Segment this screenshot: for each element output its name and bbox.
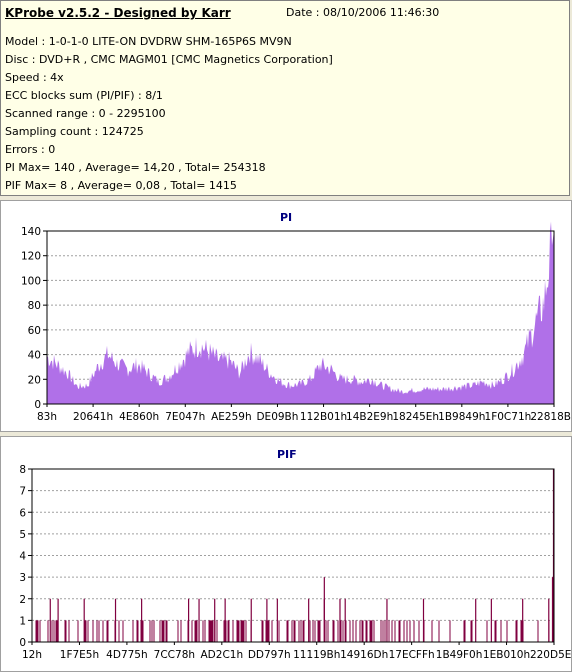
pi-y-tick-label: 120 — [21, 251, 41, 263]
disc-line: Disc : DVD+R , CMC MAGM01 [CMC Magnetics… — [5, 53, 333, 66]
pi-x-tick-label: 83h — [37, 411, 57, 423]
pif-x-tick-label: 17ECFFh — [389, 649, 435, 661]
pif-y-tick-label: 0 — [19, 637, 26, 649]
pi-y-tick-label: 60 — [28, 325, 41, 337]
pi-x-tick-label: 4E860h — [119, 411, 159, 423]
pi-x-tick-label: 1F0C71h — [485, 411, 532, 423]
ecc-line: ECC blocks sum (PI/PIF) : 8/1 — [5, 89, 163, 102]
info-panel: KProbe v2.5.2 - Designed by Karr Date : … — [0, 0, 570, 196]
pi-chart-title: PI — [280, 211, 293, 224]
pif-x-tick-label: 12h — [22, 649, 42, 661]
speed-line: Speed : 4x — [5, 71, 64, 84]
pif-x-tick-label: 7CC78h — [154, 649, 195, 661]
pif-y-tick-label: 5 — [19, 529, 26, 541]
pif-y-tick-label: 8 — [19, 464, 26, 476]
pif-x-tick-label: 11119Bh — [293, 649, 340, 661]
pif-x-tick-label: 1B49F0h — [436, 649, 483, 661]
pif-summary-line: PIF Max= 8 , Average= 0,08 , Total= 1415 — [5, 179, 237, 192]
pi-y-tick-label: 20 — [28, 374, 41, 386]
pi-x-tick-label: 14B2E9h — [346, 411, 393, 423]
app-title: KProbe v2.5.2 - Designed by Karr — [5, 6, 231, 20]
pi-x-tick-label: 20641h — [73, 411, 113, 423]
pif-plot-frame — [31, 468, 555, 643]
pif-y-tick-label: 6 — [19, 507, 26, 519]
pi-x-tick-label: AE259h — [211, 411, 252, 423]
model-line: Model : 1-0-1-0 LITE-ON DVDRW SHM-165P6S… — [5, 35, 292, 48]
pif-y-tick-label: 1 — [19, 615, 26, 627]
pif-chart-title: PIF — [277, 448, 297, 461]
pif-y-tick-label: 2 — [19, 594, 26, 606]
pif-y-tick-label: 4 — [19, 551, 26, 563]
pif-x-tick-label: 1F7E5h — [60, 649, 99, 661]
pi-x-tick-label: 112B01h — [300, 411, 347, 423]
pi-y-tick-label: 140 — [21, 226, 41, 238]
pi-y-tick-label: 80 — [28, 300, 41, 312]
pif-x-tick-label: AD2C1h — [201, 649, 244, 661]
sampling-line: Sampling count : 124725 — [5, 125, 144, 138]
pi-chart: 0 20 40 60 80 100 120 140 83h 20641h 4E860h 7E047h A… — [21, 221, 571, 423]
pi-chart-panel: PI 0 20 40 60 80 100 120 140 83h 20641h 4E860h 7E04… — [0, 200, 572, 432]
pif-chart-panel: PIF 0 1 2 3 4 5 6 7 8 12h 1F7E5h 4D775h 7CC78h AD2C1h… — [0, 436, 572, 672]
pi-x-tick-label: DE09Bh — [256, 411, 298, 423]
pi-plot-frame — [46, 230, 555, 405]
pi-x-tick-label: 7E047h — [165, 411, 205, 423]
pi-y-tick-label: 40 — [28, 350, 41, 362]
pif-chart: 0 1 2 3 4 5 6 7 8 12h 1F7E5h 4D775h 7CC78h AD2C1h DD79… — [19, 464, 571, 661]
pif-x-tick-label: 4D775h — [106, 649, 147, 661]
pi-x-tick-label: 1B9849h — [438, 411, 485, 423]
pif-x-tick-label: 14916Dh — [340, 649, 388, 661]
range-line: Scanned range : 0 - 2295100 — [5, 107, 166, 120]
pi-x-tick-label: 18245Eh — [392, 411, 439, 423]
scan-date: Date : 08/10/2006 11:46:30 — [286, 6, 440, 19]
pif-x-tick-label: 220D5Eh — [530, 649, 571, 661]
pif-y-tick-label: 3 — [19, 572, 26, 584]
pi-summary-line: PI Max= 140 , Average= 14,20 , Total= 25… — [5, 161, 266, 174]
pi-y-tick-label: 0 — [34, 399, 41, 411]
pi-y-tick-label: 100 — [21, 275, 41, 287]
pi-x-tick-label: 22818Bh — [530, 411, 571, 423]
pi-series-area — [47, 221, 554, 404]
pif-x-tick-label: DD797h — [248, 649, 291, 661]
pif-y-tick-label: 7 — [19, 486, 26, 498]
pif-x-tick-label: 1EB010h — [483, 649, 530, 661]
errors-line: Errors : 0 — [5, 143, 56, 156]
